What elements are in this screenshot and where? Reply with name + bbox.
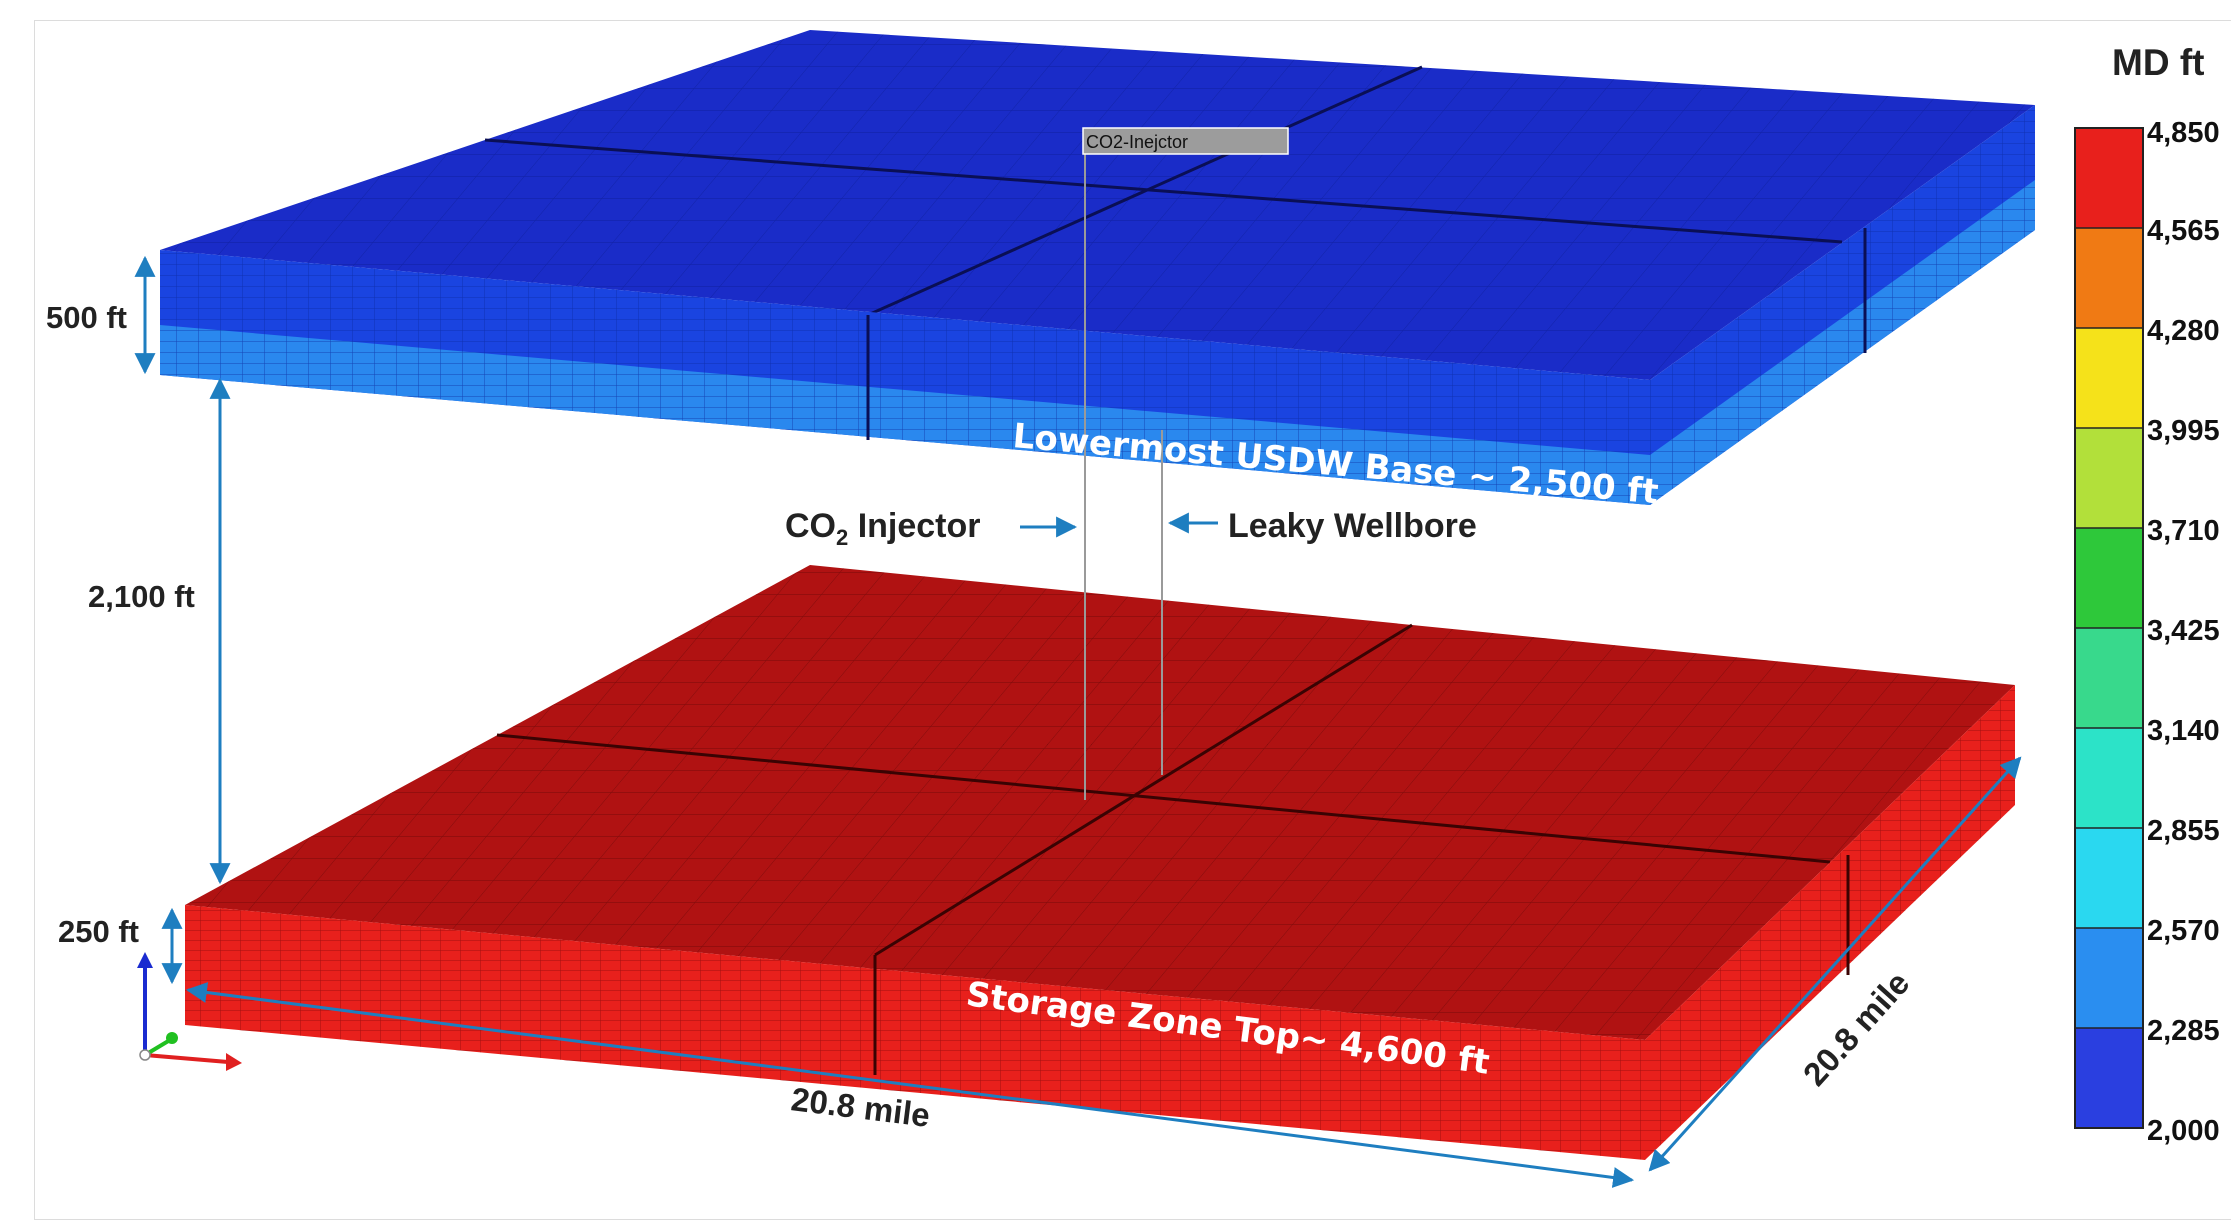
well-tag-text: CO2-Inejctor	[1086, 132, 1188, 152]
injector-label: CO2 Injector	[785, 507, 981, 550]
front-width-arrow	[185, 982, 1635, 1188]
colorbar-title: MD ft	[2112, 42, 2204, 83]
reservoir-model-diagram: CO2-Inejctor CO2 Injector Leaky Wellbore…	[46, 30, 2220, 1188]
colorbar-tick-label: 2,570	[2147, 915, 2220, 947]
colorbar-segment	[2075, 628, 2143, 729]
colorbar-segment	[2075, 528, 2143, 629]
leaky-label: Leaky Wellbore	[1228, 507, 1477, 545]
colorbar-segment	[2075, 428, 2143, 529]
colorbar-tick-label: 3,425	[2147, 615, 2220, 647]
colorbar-tick-label: 4,280	[2147, 315, 2220, 347]
colorbar-segment	[2075, 228, 2143, 329]
gap-label: 2,100 ft	[88, 579, 195, 614]
colorbar-segment	[2075, 928, 2143, 1029]
colorbar-segment	[2075, 1028, 2143, 1129]
colorbar-segments	[2075, 128, 2143, 1129]
colorbar-tick-label: 4,565	[2147, 215, 2220, 247]
upper-thickness-label: 500 ft	[46, 300, 127, 335]
colorbar-segment	[2075, 128, 2143, 229]
colorbar-segment	[2075, 328, 2143, 429]
colorbar-segment	[2075, 728, 2143, 829]
colorbar-tick-label: 3,140	[2147, 715, 2220, 747]
colorbar-ticks: 4,850 4,565 4,280 3,995 3,710 3,425 3,140 2,855…	[2075, 117, 2220, 1147]
colorbar-tick-label: 4,850	[2147, 117, 2220, 149]
colorbar-tick-label: 3,710	[2147, 515, 2220, 547]
colorbar-tick-label: 3,995	[2147, 415, 2220, 447]
colorbar-tick-label: 2,855	[2147, 815, 2220, 847]
colorbar-tick-label: 2,285	[2147, 1015, 2220, 1047]
colorbar: MD ft 4,850 4,565 4,280 3,995 3,710 3,425 3,14…	[2074, 42, 2220, 1147]
lower-thickness-label: 250 ft	[58, 914, 139, 949]
colorbar-tick-label: 2,000	[2147, 1115, 2220, 1147]
colorbar-segment	[2075, 828, 2143, 929]
axes-triad-icon	[137, 952, 242, 1071]
well-tag: CO2-Inejctor	[1082, 127, 1289, 155]
side-width-arrow	[1648, 756, 2022, 1172]
upper-slab	[160, 30, 2035, 505]
